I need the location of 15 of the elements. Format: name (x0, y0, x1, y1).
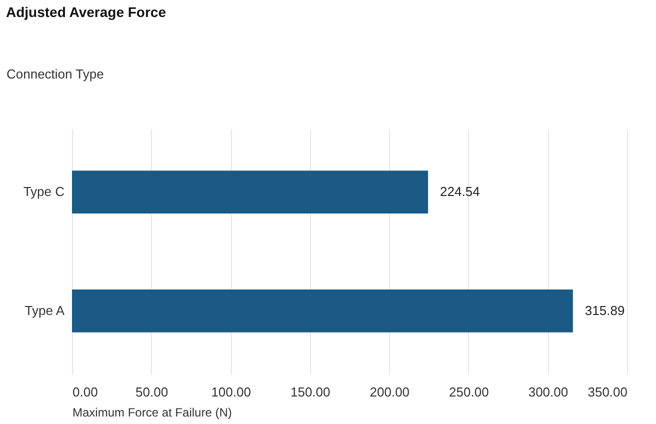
data-label: 224.54 (440, 184, 480, 200)
x-axis-title: Maximum Force at Failure (N) (72, 406, 232, 420)
x-tick-label: 200.00 (370, 384, 410, 400)
x-tick-label: 100.00 (211, 384, 251, 400)
x-tick-label: 150.00 (290, 384, 330, 400)
x-tick-label: 350.00 (588, 384, 628, 400)
x-tick-label: 300.00 (528, 384, 568, 400)
x-tick-label: 0.00 (72, 384, 98, 400)
y-axis-title: Connection Type (6, 66, 104, 82)
y-tick-label: Type A (24, 302, 65, 318)
data-label: 315.89 (584, 302, 625, 318)
x-tick-label: 250.00 (449, 384, 489, 400)
chart-title: Adjusted Average Force (6, 4, 166, 20)
y-tick-label: Type C (23, 184, 64, 200)
x-tick-label: 50.00 (136, 384, 168, 400)
